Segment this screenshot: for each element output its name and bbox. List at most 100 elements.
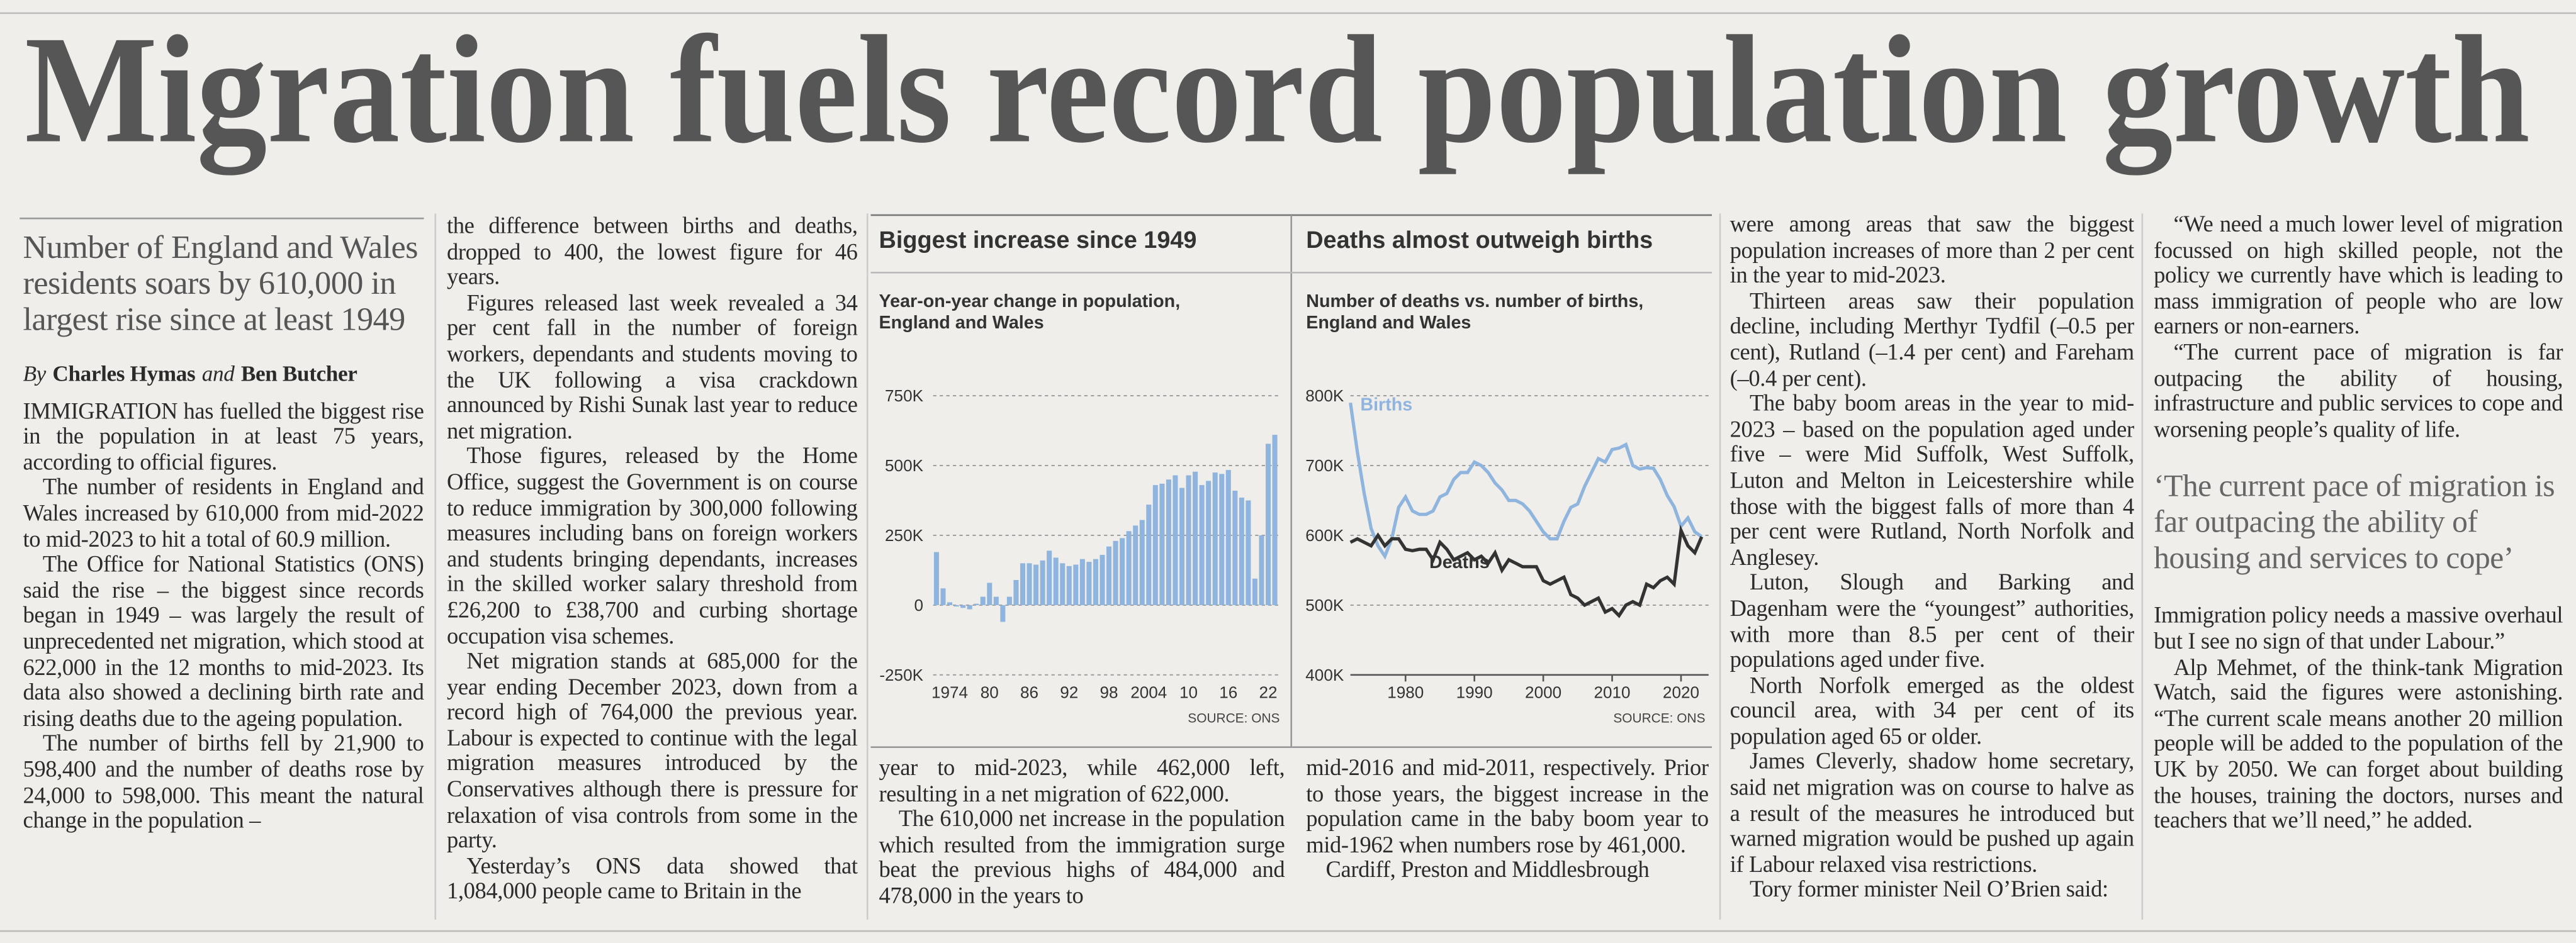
column: the difference between births and deaths… — [447, 215, 858, 907]
bar — [1239, 498, 1244, 605]
x-tick-label: 10 — [1179, 683, 1198, 701]
column: “We need a much lower level of migration… — [2154, 213, 2563, 835]
bar — [987, 583, 993, 605]
y-tick-label: 250K — [885, 526, 924, 545]
x-tick-label: 98 — [1100, 683, 1118, 701]
bar — [1060, 563, 1066, 605]
series-label: Births — [1360, 395, 1412, 415]
headline: Migration fuels record population growth — [25, 4, 2530, 175]
paragraph: were among areas that saw the biggest po… — [1730, 213, 2135, 289]
y-tick-label: 0 — [914, 596, 923, 615]
paragraph: Immigration policy needs a massive overh… — [2154, 605, 2563, 656]
bar — [1193, 471, 1198, 605]
bar — [1106, 546, 1112, 605]
column: mid-2016 and mid-2011, respectively. Pri… — [1306, 757, 1709, 885]
paragraph: North Norfolk emerged as the oldest coun… — [1730, 674, 2135, 750]
bar — [1093, 559, 1098, 605]
y-tick-label: 800K — [1305, 386, 1344, 405]
chart-subtitle: Number of deaths vs. number of births, E… — [1306, 292, 1644, 333]
paragraph: Alp Mehmet, of the think-tank Migration … — [2154, 656, 2563, 835]
bar — [953, 605, 959, 607]
body: were among areas that saw the biggest po… — [1730, 213, 2135, 905]
bar — [1047, 550, 1052, 605]
paragraph: IMMIGRATION has fuelled the biggest rise… — [23, 399, 424, 476]
bar — [1020, 563, 1025, 605]
byline-and: and — [201, 361, 235, 386]
paragraph: James Cleverly, shadow home secretary, s… — [1730, 751, 2135, 879]
bar — [1086, 562, 1092, 605]
column: Number of England and Wales residents so… — [23, 230, 424, 835]
bar — [1212, 472, 1218, 605]
bar — [1159, 483, 1165, 605]
paragraph: the difference between births and deaths… — [447, 215, 858, 291]
bar — [947, 602, 953, 605]
bar — [1225, 470, 1231, 605]
bar — [1073, 564, 1079, 605]
bar — [1199, 485, 1205, 605]
bar — [1026, 563, 1032, 605]
x-tick-label: 2000 — [1525, 683, 1561, 701]
bar — [1166, 479, 1171, 605]
paragraph: Tory former minister Neil O’Brien said: — [1750, 879, 2108, 904]
bar — [1120, 538, 1125, 605]
x-tick-label: 86 — [1020, 683, 1038, 701]
x-tick-label: 2010 — [1594, 683, 1631, 701]
series-label: Deaths — [1429, 552, 1490, 572]
paragraph: year to mid-2023, while 462,000 left, re… — [879, 757, 1285, 808]
x-tick-label: 1974 — [931, 683, 968, 701]
y-tick-label: 750K — [885, 386, 924, 405]
paragraph: Net migration stands at 685,000 for the … — [447, 650, 858, 855]
bar — [980, 596, 986, 605]
bar — [1232, 490, 1238, 605]
y-tick-label: 500K — [1305, 596, 1344, 615]
y-tick-label: 400K — [1305, 666, 1344, 684]
y-tick-label: 700K — [1305, 456, 1344, 475]
bar — [933, 552, 939, 605]
body: Immigration policy needs a massive overh… — [2154, 605, 2563, 835]
x-tick-label: 1990 — [1456, 683, 1493, 701]
paragraph: Thirteen areas saw their population decl… — [1730, 290, 2135, 392]
x-tick-label: 2004 — [1130, 683, 1167, 701]
chart-subtitle: Year-on-year change in population, Engla… — [879, 292, 1181, 333]
subhead: Number of England and Wales residents so… — [23, 230, 419, 338]
paragraph: Luton, Slough and Barking and Dagenham w… — [1730, 572, 2135, 674]
x-tick-label: 2020 — [1663, 683, 1699, 701]
bar — [1219, 474, 1225, 605]
body: mid-2016 and mid-2011, respectively. Pri… — [1306, 757, 1709, 885]
bar — [1259, 535, 1264, 605]
bar — [967, 605, 972, 610]
bar — [1139, 520, 1145, 605]
paragraph: “We need a much lower level of migration… — [2154, 213, 2563, 341]
column: were among areas that saw the biggest po… — [1730, 213, 2135, 905]
line — [1349, 402, 1703, 560]
bar — [1272, 435, 1278, 605]
column: year to mid-2023, while 462,000 left, re… — [879, 757, 1285, 910]
bar — [1006, 596, 1012, 605]
chart-title: Deaths almost outweigh births — [1306, 228, 1653, 255]
bar — [960, 605, 966, 608]
bar — [940, 588, 946, 605]
y-tick-label: 600K — [1305, 526, 1344, 545]
body: the difference between births and deaths… — [447, 215, 858, 907]
byline: By Charles Hymas and Ben Butcher — [23, 361, 424, 387]
bar — [1173, 475, 1178, 605]
bar — [1013, 579, 1019, 605]
body: year to mid-2023, while 462,000 left, re… — [879, 757, 1285, 910]
x-tick-label: 92 — [1060, 683, 1078, 701]
bar — [1146, 505, 1152, 605]
author: Charles Hymas — [52, 361, 196, 386]
bar — [1053, 557, 1059, 605]
bar — [1246, 500, 1251, 605]
bar — [1079, 559, 1085, 605]
bar — [1126, 531, 1132, 605]
paragraph: The number of residents in England and W… — [23, 476, 424, 553]
bar — [1152, 485, 1158, 605]
paragraph: The 610,000 net increase in the populati… — [879, 808, 1285, 910]
paragraph: “The current pace of migration is far ou… — [2154, 341, 2563, 444]
source: SOURCE: ONS — [1613, 711, 1705, 726]
bar — [1033, 564, 1039, 605]
bar — [993, 596, 999, 605]
paragraph: The number of births fell by 21,900 to 5… — [23, 733, 424, 835]
